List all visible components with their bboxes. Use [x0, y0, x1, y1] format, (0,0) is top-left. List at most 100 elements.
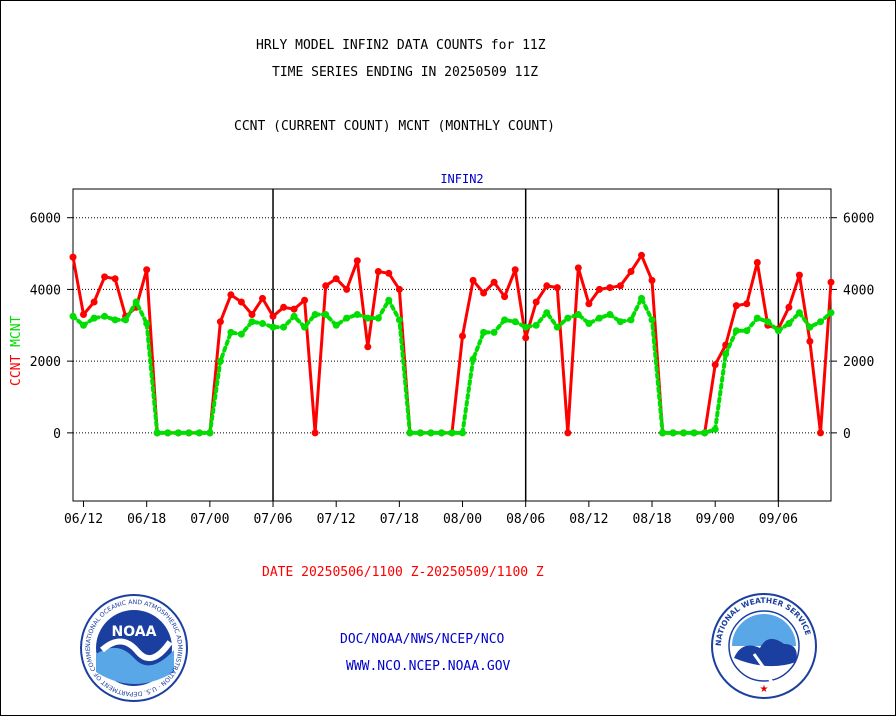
data-point-mcnt [143, 320, 151, 327]
data-point-ccnt [711, 361, 719, 369]
data-point-ccnt [395, 285, 403, 293]
data-point-mcnt [111, 316, 119, 324]
data-point-ccnt [585, 300, 593, 308]
data-point-ccnt [332, 275, 340, 283]
website-link[interactable]: WWW.NCO.NCEP.NOAA.GOV [346, 659, 511, 674]
org-path-text: DOC/NOAA/NWS/NCEP/NCO [340, 632, 505, 647]
data-point-ccnt [237, 298, 245, 306]
data-point-ccnt [806, 337, 814, 345]
x-tick-label: 09/06 [759, 512, 798, 527]
data-point-mcnt [132, 298, 140, 306]
chart-subtitle: CCNT (CURRENT COUNT) MCNT (MONTHLY COUNT… [234, 119, 555, 134]
data-point-ccnt [364, 343, 372, 351]
data-point-mcnt [817, 318, 824, 326]
data-point-mcnt [522, 323, 530, 331]
data-point-mcnt [216, 357, 224, 365]
data-point-mcnt [80, 321, 87, 329]
data-point-mcnt [448, 429, 456, 437]
chart-title-line1: HRLY MODEL INFIN2 DATA COUNTS for 11Z [256, 38, 546, 53]
data-point-mcnt [416, 429, 424, 437]
data-point-mcnt [501, 316, 509, 324]
y-tick-label-left: 2000 [30, 355, 61, 370]
data-point-mcnt [543, 309, 551, 317]
data-point-mcnt [648, 316, 656, 324]
data-point-mcnt [806, 323, 814, 331]
data-point-mcnt [722, 350, 730, 358]
data-point-mcnt [280, 323, 288, 331]
label-layer: 0 0 2000 2000 4000 4000 6000 6000 06/12 06/18 07/0… [9, 172, 874, 527]
data-point-ccnt [301, 296, 309, 304]
data-point-mcnt [206, 429, 214, 437]
data-point-ccnt [248, 311, 256, 318]
data-point-ccnt [385, 269, 393, 277]
data-point-ccnt [259, 294, 266, 302]
data-point-mcnt [490, 328, 498, 336]
data-point-mcnt [774, 327, 782, 335]
data-point-ccnt [227, 291, 235, 299]
data-point-mcnt [595, 314, 603, 322]
data-point-mcnt [406, 429, 414, 437]
x-tick-label: 07/18 [380, 512, 419, 527]
data-point-mcnt [690, 429, 698, 437]
noaa-logo-text: NOAA [112, 624, 157, 640]
x-tick-label: 06/18 [127, 512, 166, 527]
data-point-mcnt [185, 429, 193, 437]
data-point-ccnt [574, 264, 582, 272]
data-point-ccnt [795, 271, 803, 279]
data-point-ccnt [111, 275, 119, 283]
data-point-ccnt [743, 300, 751, 308]
data-point-ccnt [817, 429, 824, 437]
data-point-mcnt [669, 429, 677, 437]
data-point-mcnt [711, 425, 719, 433]
data-point-mcnt [174, 429, 182, 437]
data-point-mcnt [764, 318, 772, 326]
data-point-ccnt [753, 259, 761, 266]
y-axis-label-mcnt: MCNT [9, 315, 24, 354]
data-point-mcnt [680, 429, 688, 437]
data-point-mcnt [311, 311, 319, 318]
y-tick-label-left: 4000 [30, 283, 61, 298]
data-point-mcnt [532, 321, 540, 329]
x-tick-label: 08/18 [632, 512, 671, 527]
data-point-ccnt [606, 284, 614, 292]
data-point-mcnt [353, 311, 361, 318]
y-axis-label: CCNT MCNT [9, 315, 24, 386]
data-point-mcnt [480, 328, 488, 336]
data-point-mcnt [553, 323, 561, 331]
data-point-mcnt [290, 312, 298, 320]
plot-frame [72, 188, 832, 502]
data-point-ccnt [280, 303, 288, 311]
data-point-ccnt [322, 282, 330, 290]
y-axis-label-ccnt: CCNT [9, 355, 24, 386]
data-point-mcnt [259, 320, 266, 327]
x-tick-label: 07/12 [317, 512, 356, 527]
data-point-mcnt [164, 429, 172, 437]
y-tick-label-left: 6000 [30, 212, 61, 227]
data-point-mcnt [332, 321, 340, 329]
data-point-mcnt [153, 429, 161, 437]
data-point-ccnt [564, 429, 572, 437]
data-point-ccnt [459, 332, 466, 340]
data-point-ccnt [827, 278, 835, 286]
x-tick-label: 08/06 [506, 512, 545, 527]
data-point-mcnt [795, 309, 803, 317]
data-point-ccnt [353, 257, 361, 265]
data-point-mcnt [438, 429, 445, 437]
data-point-ccnt [101, 273, 109, 281]
data-point-ccnt [732, 302, 740, 310]
data-point-mcnt [606, 311, 614, 318]
data-point-mcnt [385, 296, 393, 304]
data-point-ccnt [501, 293, 509, 301]
data-point-mcnt [585, 320, 593, 327]
data-point-ccnt [595, 285, 603, 293]
x-tick-label: 07/06 [253, 512, 292, 527]
y-tick-label-right: 6000 [843, 212, 874, 227]
star-icon: ★ [760, 684, 769, 695]
data-point-ccnt [69, 253, 77, 261]
x-tick-label: 06/12 [64, 512, 103, 527]
data-point-mcnt [374, 314, 382, 322]
data-point-ccnt [143, 266, 151, 274]
data-point-ccnt [638, 251, 645, 259]
data-point-mcnt [237, 330, 245, 338]
